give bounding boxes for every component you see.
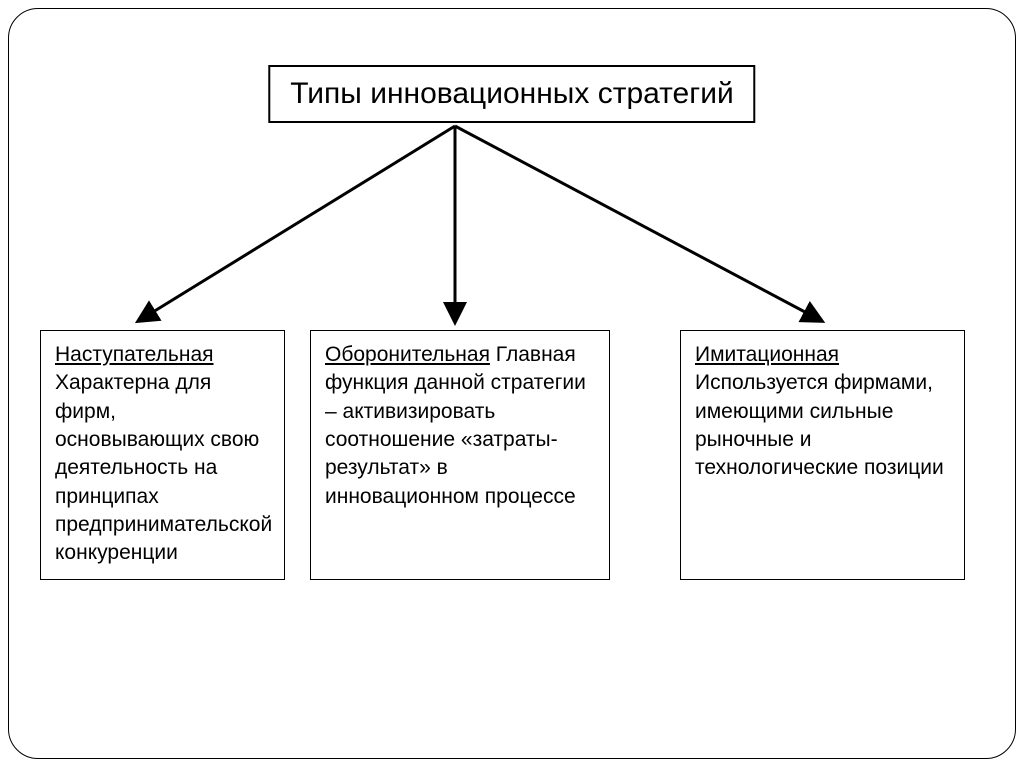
child-box-defensive: Оборонительная Главная функция данной ст… [310, 330, 610, 580]
title-box: Типы инновационных стратегий [268, 65, 755, 123]
child-heading: Наступательная [55, 343, 214, 366]
child-box-offensive: Наступательная Характерна для фирм, осно… [40, 330, 285, 580]
diagram-title: Типы инновационных стратегий [290, 77, 733, 111]
child-heading: Оборонительная [325, 343, 490, 366]
child-body: Характерна для фирм, основывающих свою д… [55, 371, 272, 564]
child-body: Главная функция данной стратегии – актив… [325, 343, 586, 508]
child-heading: Имитационная [695, 343, 839, 366]
child-box-imitation: Имитационная Используется фирмами, имеющ… [680, 330, 965, 580]
child-body: Используется фирмами, имеющими сильные р… [695, 371, 944, 479]
